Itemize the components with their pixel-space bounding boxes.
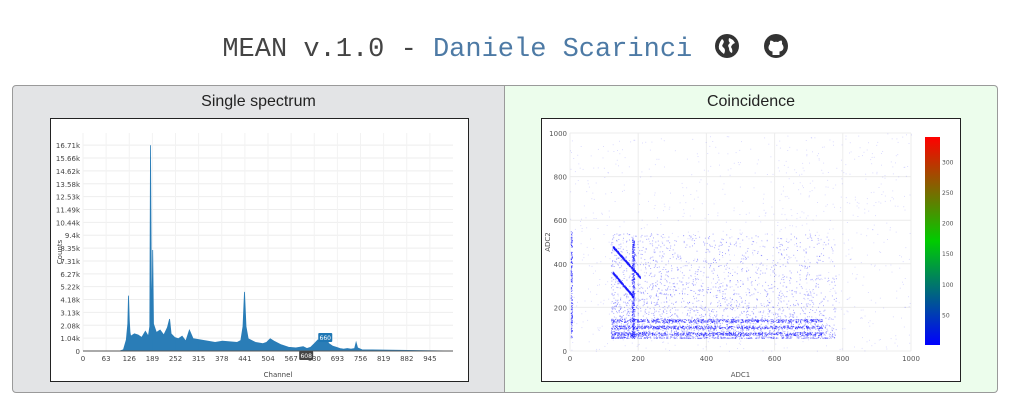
x-axis-label: ADC1 [731, 371, 751, 379]
x-tick-label: 819 [377, 355, 390, 363]
coincidence-heatmap[interactable]: 0 200 400 600 800 1000 0 200 400 600 800 1000 ADC1 AD… [542, 119, 960, 381]
globe-icon[interactable] [714, 33, 740, 59]
x-tick-label: 252 [169, 355, 182, 363]
x-tick-label: 126 [123, 355, 137, 363]
x-tick-label: 630 [308, 355, 321, 363]
y-tick-label: 800 [554, 174, 567, 182]
x-tick-label: 189 [146, 355, 159, 363]
colorbar-tick-label: 300 [942, 159, 954, 166]
colorbar-tick-label: 50 [942, 312, 950, 319]
x-tick-label: 882 [400, 355, 413, 363]
y-axis-label: ADC2 [544, 232, 552, 252]
spectrum-plot[interactable]: 0 1.04k 2.08k 3.13k 4.18k 5.22k 6.27k 7.31k 8.35… [50, 118, 469, 382]
y-tick-label: 7.31k [60, 258, 81, 266]
y-tick-label: 4.18k [60, 297, 81, 305]
y-tick-label: 9.4k [65, 232, 81, 240]
y-tick-label: 13.58k [56, 181, 81, 189]
y-tick-label: 14.62k [56, 168, 81, 176]
spectrum-series [83, 145, 454, 352]
y-tick-label: 600 [554, 217, 567, 225]
colorbar-tick-label: 150 [942, 251, 954, 258]
x-tick-label: 0 [568, 355, 572, 363]
y-tick-label: 12.53k [56, 194, 81, 202]
hover-label-box [318, 333, 333, 342]
y-tick-label: 15.66k [56, 155, 81, 163]
colorbar-tick-label: 250 [942, 190, 954, 197]
coincidence-panel: Coincidence 0 200 400 600 800 1000 0 200 400 600 8… [505, 85, 998, 393]
x-tick-label: 378 [215, 355, 228, 363]
y-tick-label: 1.04k [60, 335, 81, 343]
y-tick-label: 16.71k [56, 142, 81, 150]
y-tick-label: 0 [76, 348, 80, 356]
y-tick-label: 8.35k [60, 245, 81, 253]
panel-title-single-spectrum: Single spectrum [201, 93, 316, 110]
y-axis-label: Counts [56, 239, 64, 264]
single-spectrum-panel: Single spectrum 0 1.04k 2.08k 3.13k 4.18k 5.2… [12, 85, 505, 393]
github-icon[interactable] [763, 33, 789, 59]
author-link[interactable]: Daniele Scarinci [432, 35, 693, 65]
y-tick-label: 10.44k [56, 219, 81, 227]
panel-title-coincidence: Coincidence [706, 93, 796, 110]
y-tick-label: 0 [563, 348, 567, 356]
y-tick-label: 5.22k [60, 284, 81, 292]
y-tick-label: 200 [554, 304, 567, 312]
colorbar-tick-label: 100 [942, 282, 954, 289]
x-tick-label: 200 [632, 355, 645, 363]
x-tick-label: 504 [261, 355, 275, 363]
x-tick-label: 63 [102, 355, 111, 363]
x-tick-label: 693 [331, 355, 344, 363]
x-tick-label: 945 [423, 355, 436, 363]
hover-label-box [299, 351, 314, 360]
x-tick-label: 800 [836, 355, 849, 363]
x-tick-label: 0 [81, 355, 85, 363]
title-prefix: MEAN v.1.0 - [222, 35, 433, 65]
x-tick-label: 756 [354, 355, 368, 363]
x-tick-label: 315 [192, 355, 205, 363]
x-tick-label: 400 [700, 355, 713, 363]
y-tick-label: 2.08k [60, 322, 81, 330]
y-tick-label: 11.49k [56, 206, 81, 214]
y-tick-label: 400 [554, 261, 567, 269]
colorbar [925, 137, 940, 345]
x-tick-label: 567 [284, 355, 297, 363]
hover-label: 660 [320, 335, 332, 342]
heatmap-points [570, 133, 912, 352]
x-axis-label: Channel [264, 371, 293, 379]
x-tick-label: 441 [238, 355, 251, 363]
spectrum-chart[interactable]: 0 1.04k 2.08k 3.13k 4.18k 5.22k 6.27k 7.31k 8.35… [51, 119, 468, 381]
colorbar-tick-label: 200 [942, 221, 954, 228]
page-title: MEAN v.1.0 - Daniele Scarinci [0, 30, 1011, 70]
coincidence-plot[interactable]: 0 200 400 600 800 1000 0 200 400 600 800 1000 ADC1 AD… [541, 118, 961, 382]
y-tick-label: 3.13k [60, 309, 81, 317]
y-tick-label: 1000 [549, 130, 567, 138]
hover-label: 608 [300, 353, 312, 360]
x-tick-label: 600 [768, 355, 781, 363]
x-tick-label: 1000 [902, 355, 920, 363]
y-tick-label: 6.27k [60, 271, 81, 279]
